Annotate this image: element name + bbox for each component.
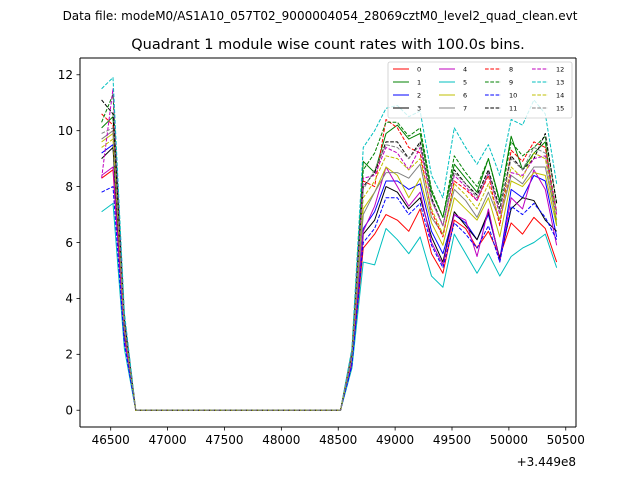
chart-title: Quadrant 1 module wise count rates with … — [131, 37, 525, 53]
y-tick-label: 6 — [65, 236, 73, 250]
series-layer — [101, 77, 558, 411]
legend-label-8: 8 — [509, 65, 513, 73]
y-tick-label: 0 — [65, 404, 73, 418]
y-tick-label: 4 — [65, 292, 73, 306]
legend-label-12: 12 — [556, 65, 564, 73]
y-tick-label: 10 — [58, 124, 73, 138]
x-offset-label: +3.449e8 — [517, 455, 576, 469]
axes-spines — [79, 57, 577, 428]
y-tick-label: 12 — [58, 68, 73, 82]
series-line-11 — [101, 99, 558, 411]
legend-frame — [387, 61, 573, 119]
x-tick-label: 47500 — [205, 433, 243, 447]
legend-label-0: 0 — [417, 65, 421, 73]
legend-label-13: 13 — [556, 78, 564, 86]
x-tick-label: 48000 — [262, 433, 300, 447]
x-tick-label: 48500 — [319, 433, 357, 447]
x-tick-label: 46500 — [92, 433, 130, 447]
legend-label-15: 15 — [556, 104, 564, 112]
legend-label-10: 10 — [509, 91, 517, 99]
legend-label-6: 6 — [463, 91, 467, 99]
x-tick-label: 49500 — [433, 433, 471, 447]
legend-label-2: 2 — [417, 91, 421, 99]
x-tick-label: 49000 — [376, 433, 414, 447]
legend-label-7: 7 — [463, 104, 467, 112]
y-axis: 0 2 4 6 8 10 12 — [58, 68, 80, 418]
y-tick-label: 2 — [65, 348, 73, 362]
legend-label-5: 5 — [463, 78, 467, 86]
legend-label-3: 3 — [417, 104, 421, 112]
legend-label-14: 14 — [556, 91, 564, 99]
x-tick-label: 47000 — [149, 433, 187, 447]
legend-label-9: 9 — [509, 78, 513, 86]
figure-suptitle: Data file: modeM0/AS1A10_057T02_90000040… — [63, 9, 578, 23]
legend-label-4: 4 — [463, 65, 467, 73]
x-axis: 46500 47000 47500 48000 48500 49000 49500 50000… — [92, 427, 585, 447]
y-tick-label: 8 — [65, 180, 73, 194]
legend-label-1: 1 — [417, 78, 421, 86]
legend-label-11: 11 — [509, 104, 517, 112]
series-line-15 — [101, 127, 558, 411]
x-tick-label: 50000 — [490, 433, 528, 447]
x-tick-label: 50500 — [547, 433, 585, 447]
